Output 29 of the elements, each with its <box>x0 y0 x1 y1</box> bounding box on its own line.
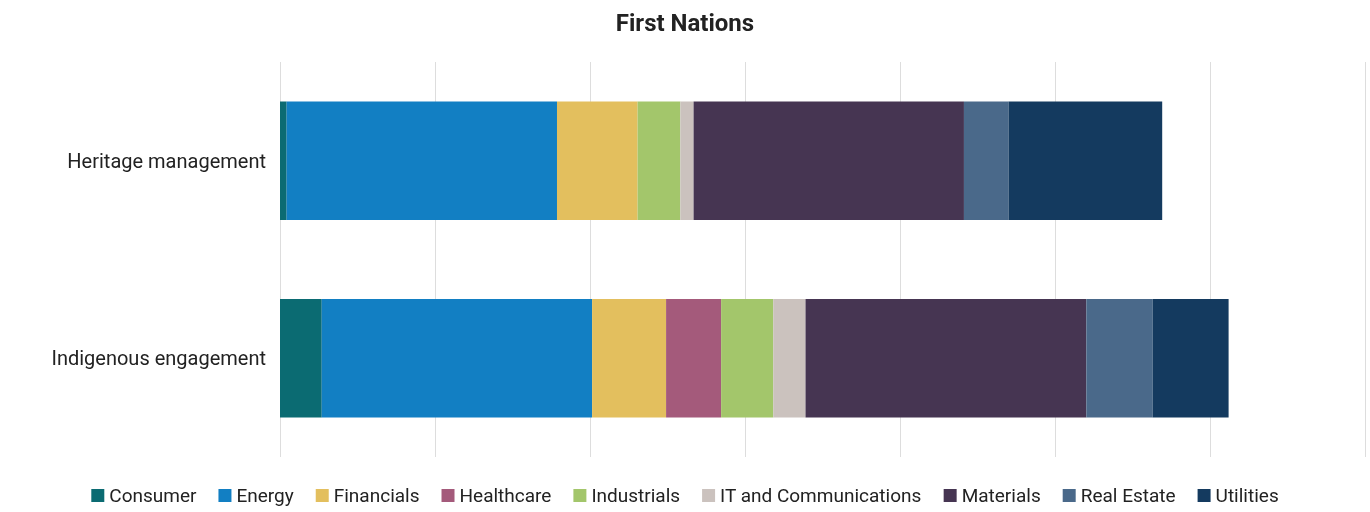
legend-label: Industrials <box>591 484 681 507</box>
bar <box>1086 299 1153 418</box>
chart-title: First Nations <box>615 9 755 37</box>
legend-label: Healthcare <box>459 484 552 507</box>
legend-label: Real Estate <box>1080 484 1176 507</box>
bar <box>556 101 638 220</box>
bar <box>286 101 557 220</box>
bar <box>1152 299 1229 418</box>
bar <box>321 299 593 418</box>
bar <box>280 299 322 418</box>
bar <box>1008 101 1163 220</box>
bar <box>280 101 287 220</box>
legend-label: Utilities <box>1215 484 1279 507</box>
bar <box>773 299 806 418</box>
y-tick-label: Heritage management <box>67 148 266 173</box>
bar <box>592 299 667 418</box>
bar <box>805 299 1087 418</box>
bar <box>963 101 1009 220</box>
legend-label: Financials <box>333 484 420 507</box>
legend-label: Consumer <box>109 484 198 507</box>
y-tick-label: Indigenous engagement <box>51 346 266 371</box>
bar <box>666 299 722 418</box>
bar <box>693 101 964 220</box>
legend-label: IT and Communications <box>720 484 922 507</box>
bar <box>637 101 681 220</box>
bar <box>721 299 774 418</box>
legend-label: Energy <box>236 484 294 507</box>
bar <box>680 101 694 220</box>
legend-label: Materials <box>961 484 1041 507</box>
